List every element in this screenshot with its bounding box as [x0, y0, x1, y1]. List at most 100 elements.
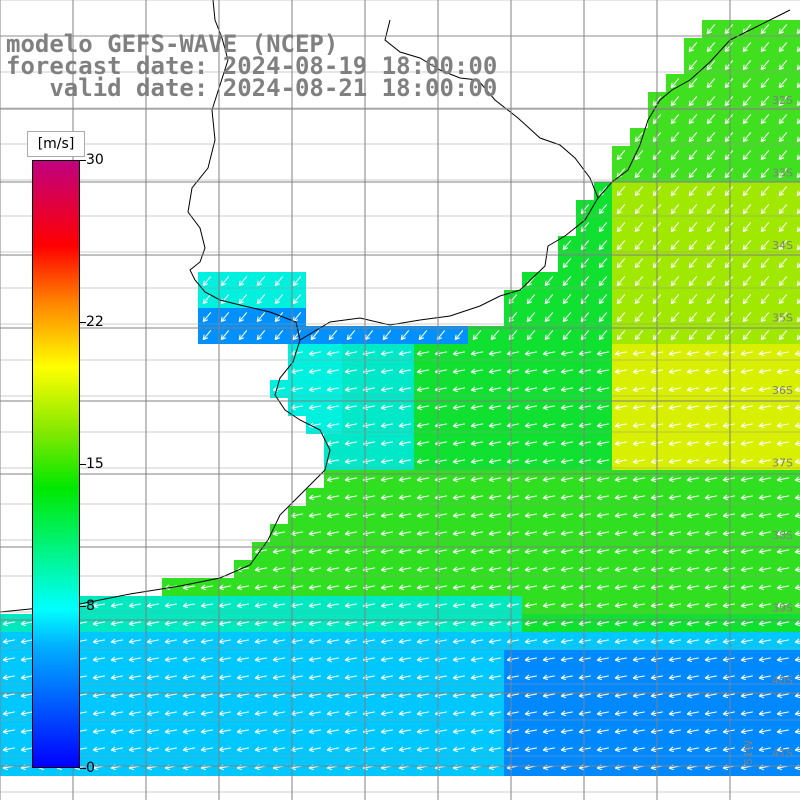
wind-arrow: [560, 494, 573, 501]
wind-arrow: [220, 294, 230, 305]
wind-arrow: [416, 638, 429, 645]
wind-arrow: [634, 132, 644, 143]
wind-arrow: [452, 656, 465, 663]
wind-arrow: [344, 368, 357, 375]
wind-arrow: [542, 566, 555, 573]
wind-arrow: [794, 620, 800, 627]
wind-arrow: [452, 638, 465, 645]
wind-arrow: [272, 530, 285, 537]
wind-arrow: [706, 222, 716, 233]
wind-arrow: [254, 548, 267, 555]
wind-arrow: [344, 422, 357, 429]
wind-arrow: [470, 494, 483, 501]
wind-arrow: [380, 494, 393, 501]
wind-arrow: [670, 96, 680, 107]
wind-arrow: [254, 584, 267, 591]
wind-arrow: [706, 330, 716, 341]
wind-arrow: [596, 566, 609, 573]
wind-arrow: [598, 294, 608, 305]
wind-arrow: [218, 710, 231, 717]
wind-arrow: [542, 602, 555, 609]
wind-arrow: [20, 656, 33, 663]
wind-arrow: [272, 386, 285, 393]
wind-arrow: [668, 440, 681, 447]
wind-arrow: [560, 368, 573, 375]
wind-arrow: [452, 620, 465, 627]
wind-arrow: [740, 710, 753, 717]
wind-arrow: [164, 620, 177, 627]
wind-arrow: [20, 728, 33, 735]
wind-arrow: [616, 258, 626, 269]
wind-arrow: [706, 132, 716, 143]
wind-arrow: [488, 728, 501, 735]
wind-arrow: [380, 368, 393, 375]
wind-arrow: [470, 458, 483, 465]
wind-arrow: [416, 584, 429, 591]
wind-arrow: [796, 154, 800, 161]
wind-arrow: [722, 350, 735, 357]
wind-arrow: [562, 258, 572, 269]
wind-arrow: [742, 150, 752, 161]
wind-arrow: [760, 132, 770, 143]
wind-arrow: [722, 458, 735, 465]
wind-arrow: [596, 548, 609, 555]
wind-arrow: [308, 620, 321, 627]
wind-arrow: [580, 204, 590, 215]
wind-arrow: [488, 386, 501, 393]
wind-arrow: [398, 368, 411, 375]
wind-arrow: [796, 208, 800, 215]
wind-arrow: [326, 494, 339, 501]
wind-arrow: [706, 96, 716, 107]
wind-arrow: [634, 168, 644, 179]
colorbar-tick-mark: [80, 605, 86, 607]
wind-arrow: [110, 710, 123, 717]
wind-arrow: [488, 404, 501, 411]
wind-arrow: [380, 386, 393, 393]
wind-arrow: [560, 620, 573, 627]
wind-arrow: [614, 656, 627, 663]
wind-arrow: [344, 728, 357, 735]
wind-arrow: [722, 512, 735, 519]
wind-arrow: [670, 132, 680, 143]
wind-arrow: [596, 368, 609, 375]
wind-arrow: [524, 566, 537, 573]
wind-arrow: [416, 404, 429, 411]
wind-arrow: [706, 42, 716, 53]
wind-arrow: [686, 656, 699, 663]
wind-arrow: [760, 24, 770, 35]
wind-arrow: [308, 350, 321, 357]
wind-arrow: [740, 602, 753, 609]
wind-arrow: [326, 638, 339, 645]
wind-arrow: [488, 494, 501, 501]
wind-arrow: [686, 710, 699, 717]
wind-arrow: [758, 422, 771, 429]
wind-arrow: [740, 512, 753, 519]
wind-arrow: [686, 368, 699, 375]
wind-arrow: [382, 330, 392, 341]
wind-arrow: [416, 512, 429, 519]
wind-arrow: [398, 404, 411, 411]
wind-arrow: [776, 512, 789, 519]
colorbar-tick-label: 8: [86, 597, 95, 614]
wind-arrow: [740, 458, 753, 465]
wind-arrow: [706, 114, 716, 125]
wind-arrow: [2, 620, 15, 627]
wind-arrow: [578, 620, 591, 627]
wind-arrow: [92, 728, 105, 735]
wind-arrow: [688, 96, 698, 107]
wind-arrow: [722, 674, 735, 681]
wind-arrow: [776, 566, 789, 573]
wind-arrow: [560, 440, 573, 447]
wind-arrow: [722, 638, 735, 645]
wind-arrow: [272, 584, 285, 591]
wind-arrow: [742, 132, 752, 143]
wind-arrow: [632, 350, 645, 357]
wind-arrow: [326, 620, 339, 627]
wind-arrow: [398, 512, 411, 519]
wind-arrow: [670, 168, 680, 179]
wind-arrow: [706, 60, 716, 71]
wind-arrow: [616, 240, 626, 251]
wind-arrow: [182, 638, 195, 645]
wind-arrow: [724, 222, 734, 233]
latitude-label: 33S: [772, 167, 793, 180]
